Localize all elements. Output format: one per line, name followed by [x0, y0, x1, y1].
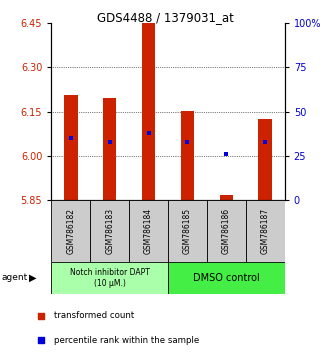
- Text: GSM786182: GSM786182: [66, 208, 75, 254]
- Text: transformed count: transformed count: [54, 312, 134, 320]
- Point: [235, 11, 241, 17]
- Text: GSM786187: GSM786187: [261, 208, 270, 254]
- Text: Notch inhibitor DAPT
(10 μM.): Notch inhibitor DAPT (10 μM.): [70, 268, 150, 288]
- Bar: [207, 200, 246, 262]
- Bar: [142, 22, 155, 200]
- Text: GSM786186: GSM786186: [222, 208, 231, 254]
- Point: [235, 233, 241, 238]
- Bar: [168, 200, 207, 262]
- Text: GSM786185: GSM786185: [183, 208, 192, 254]
- Bar: [259, 119, 272, 200]
- Bar: [51, 200, 90, 262]
- Bar: [219, 195, 233, 200]
- Text: DMSO control: DMSO control: [193, 273, 260, 283]
- Text: percentile rank within the sample: percentile rank within the sample: [54, 336, 199, 345]
- Point: [224, 151, 229, 157]
- Bar: [129, 200, 168, 262]
- Point: [185, 139, 190, 144]
- Point: [146, 130, 151, 136]
- Text: agent: agent: [2, 273, 28, 282]
- Text: ▶: ▶: [29, 273, 37, 283]
- Bar: [181, 111, 194, 200]
- Bar: [90, 200, 129, 262]
- Text: GSM786184: GSM786184: [144, 208, 153, 254]
- Point: [68, 135, 73, 141]
- Bar: [168, 262, 285, 294]
- Point: [262, 139, 268, 144]
- Text: GDS4488 / 1379031_at: GDS4488 / 1379031_at: [97, 11, 234, 24]
- Point: [107, 139, 112, 144]
- Bar: [246, 200, 285, 262]
- Bar: [64, 95, 77, 200]
- Bar: [103, 98, 117, 200]
- Text: GSM786183: GSM786183: [105, 208, 114, 254]
- Bar: [51, 262, 168, 294]
